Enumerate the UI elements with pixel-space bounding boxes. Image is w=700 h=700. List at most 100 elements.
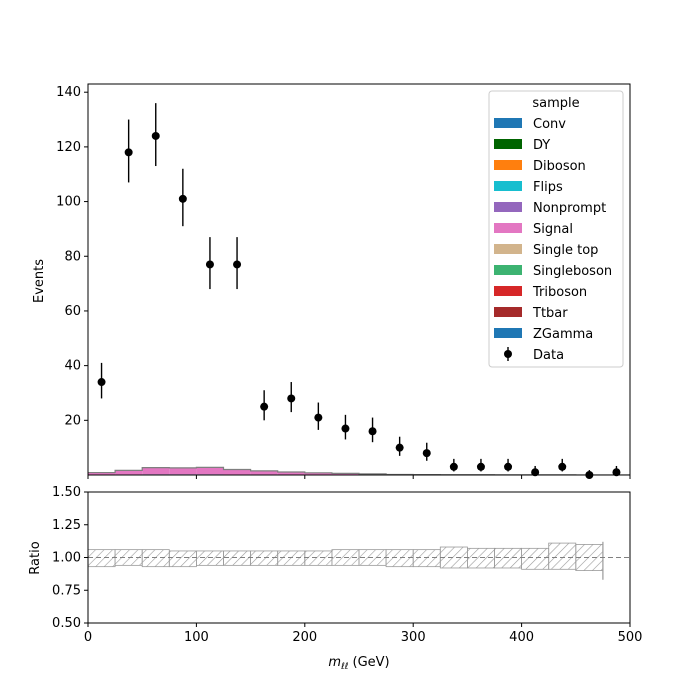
data-point-0 — [97, 378, 106, 387]
legend-label-conv: Conv — [533, 117, 566, 132]
legend-label-diboson: Diboson — [533, 159, 586, 174]
legend-swatch-dy — [494, 139, 522, 149]
ratio-band-bin-14 — [466, 547, 495, 569]
ratio-band-bin-11 — [385, 549, 414, 568]
stack-bar-signal-9 — [331, 473, 359, 475]
stack-bar-signal-8 — [304, 472, 332, 475]
legend-label-nonprompt: Nonprompt — [533, 201, 606, 216]
ratio-ytick-label-0: 0.50 — [52, 616, 81, 631]
ratio-band-bin-8 — [304, 550, 333, 566]
data-point-2 — [151, 131, 160, 140]
legend-swatch-conv — [494, 118, 522, 128]
main-panel: 20 40 60 80 100 120 140 Events sample Conv DY Di… — [32, 83, 631, 479]
legend-swatch-diboson — [494, 160, 522, 170]
ratio-band-bin-2 — [141, 549, 170, 568]
ratio-xtick-label-3: 300 — [401, 630, 426, 645]
legend-swatch-nonprompt — [494, 202, 522, 212]
legend-label-zgamma: ZGamma — [533, 327, 593, 342]
main-x-ticks — [87, 475, 631, 479]
ratio-band-bin-12 — [412, 549, 441, 568]
data-point-19 — [612, 468, 621, 477]
legend-label-ttbar: Ttbar — [532, 306, 568, 321]
uncertainty-band — [88, 541, 604, 580]
data-point-15 — [504, 462, 513, 471]
main-ytick-label-2: 60 — [64, 304, 81, 319]
data-point-7 — [287, 394, 296, 403]
legend-frame — [488, 90, 624, 368]
ratio-band-bin-16 — [521, 547, 550, 570]
legend-label-dy: DY — [533, 138, 550, 153]
legend-swatch-zgamma — [494, 328, 522, 338]
legend-label-data: Data — [533, 348, 564, 363]
ratio-y-axis-label: Ratio — [28, 541, 43, 574]
legend-swatch-singleboson — [494, 265, 522, 275]
main-ytick-label-3: 80 — [64, 249, 81, 264]
ratio-band-bin-0 — [88, 549, 116, 568]
data-point-13 — [449, 462, 458, 471]
data-points — [97, 103, 621, 479]
ratio-x-ticks: 0 100 200 300 400 500 — [84, 623, 643, 645]
legend-swatch-signal — [494, 223, 522, 233]
ratio-y-ticks: 0.50 0.75 1.00 1.25 1.50 — [52, 485, 88, 631]
legend-swatch-flips — [494, 181, 522, 191]
legend-label-signal: Signal — [533, 222, 573, 237]
ratio-band-bin-4 — [195, 550, 224, 566]
ratio-ytick-label-4: 1.50 — [52, 485, 81, 500]
ratio-ytick-label-1: 0.75 — [52, 583, 81, 598]
legend-swatch-single-top — [494, 244, 522, 254]
ratio-ytick-label-2: 1.00 — [52, 551, 81, 566]
stack-bar-signal-6 — [250, 470, 278, 475]
main-ytick-label-1: 40 — [64, 359, 81, 374]
data-point-6 — [260, 402, 269, 411]
data-point-8 — [314, 413, 323, 422]
main-ytick-label-0: 20 — [64, 413, 81, 428]
legend-label-singleboson: Singleboson — [533, 264, 612, 279]
data-point-5 — [233, 260, 242, 269]
x-axis-label-main: m — [328, 655, 341, 670]
data-point-12 — [422, 449, 431, 458]
data-point-9 — [341, 424, 350, 433]
legend-label-single-top: Single top — [533, 243, 598, 258]
stack-bar-signal-4 — [196, 467, 224, 475]
ratio-xtick-label-2: 200 — [292, 630, 317, 645]
ratio-xtick-label-0: 0 — [84, 630, 92, 645]
ratio-band-bin-6 — [250, 550, 279, 566]
legend-swatch-triboson — [494, 286, 522, 296]
legend-entries: Conv DY Diboson Flips Nonprompt Signal Single … — [494, 117, 612, 363]
stack-bar-signal-3 — [169, 467, 197, 475]
stack-bar-signal-5 — [223, 469, 251, 475]
ratio-band-bin-3 — [168, 550, 197, 568]
stack-bar-signal-2 — [142, 467, 170, 475]
stacked-histogram — [88, 466, 630, 475]
main-ytick-label-4: 100 — [56, 195, 81, 210]
legend-swatch-ttbar — [494, 307, 522, 317]
x-axis-label: mℓℓ (GeV) — [328, 655, 389, 672]
ratio-band-bin-7 — [277, 550, 306, 566]
main-axes-frame — [87, 83, 631, 476]
x-axis-label-sub: ℓℓ — [340, 662, 348, 672]
data-point-3 — [178, 194, 187, 203]
main-ytick-label-5: 120 — [56, 140, 81, 155]
data-point-1 — [124, 148, 133, 157]
ratio-xtick-label-1: 100 — [184, 630, 209, 645]
ratio-panel: 0.50 0.75 1.00 1.25 1.50 0 100 200 300 400 500 Ra… — [28, 485, 642, 672]
legend-label-triboson: Triboson — [532, 285, 587, 300]
ratio-ytick-label-3: 1.25 — [52, 518, 81, 533]
data-point-17 — [558, 462, 567, 471]
main-ytick-label-6: 140 — [56, 85, 81, 100]
ratio-band-bin-15 — [494, 547, 523, 569]
ratio-xtick-label-4: 400 — [509, 630, 534, 645]
data-point-11 — [395, 443, 404, 452]
ratio-xtick-label-5: 500 — [618, 630, 643, 645]
ratio-band-bin-5 — [223, 550, 252, 566]
ratio-band-bin-17 — [548, 542, 577, 570]
stack-bar-signal-7 — [277, 471, 305, 475]
x-axis-label-unit: (GeV) — [353, 655, 390, 670]
stack-bar-signal-0 — [88, 472, 116, 475]
legend-data-marker — [504, 350, 512, 358]
data-point-10 — [368, 427, 377, 436]
data-point-4 — [205, 260, 214, 269]
legend-title: sample — [532, 96, 579, 111]
main-y-ticks: 20 40 60 80 100 120 140 — [56, 85, 88, 428]
